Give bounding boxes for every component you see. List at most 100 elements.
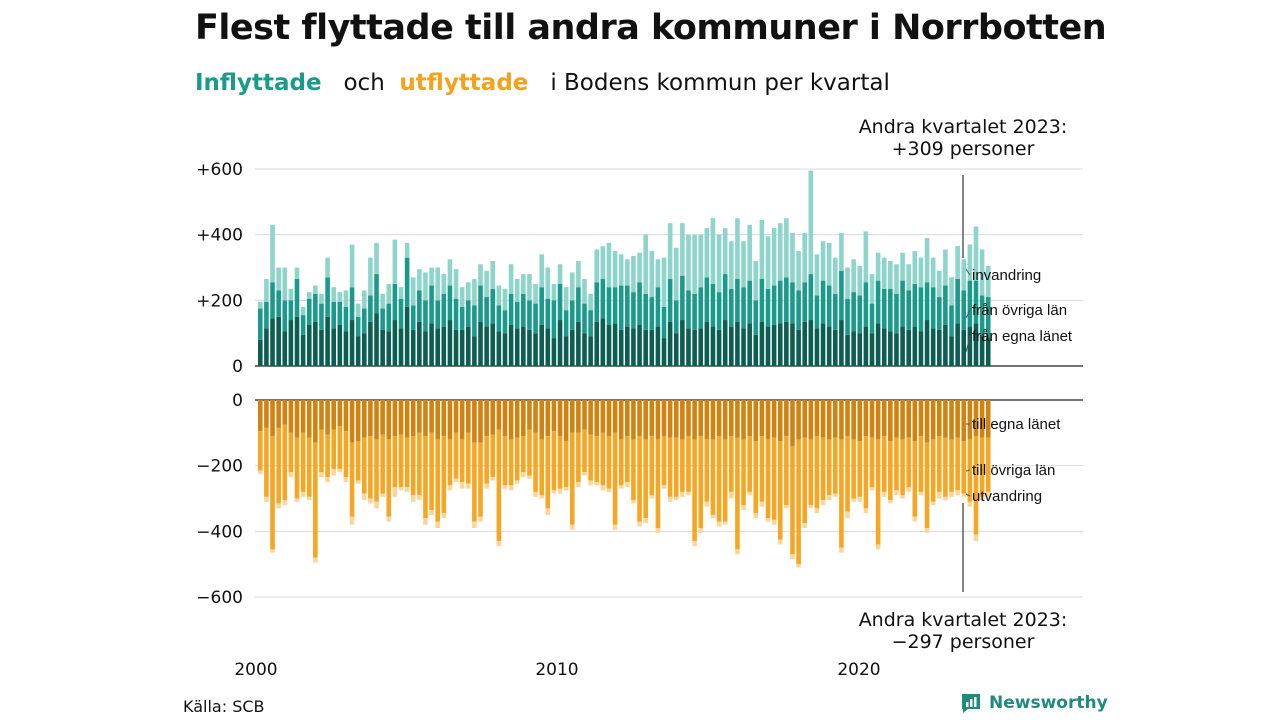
bar-out-1 [410, 400, 416, 437]
bar-in-2 [386, 303, 392, 332]
bar-out-2 [435, 439, 440, 522]
bar-out-3 [943, 496, 948, 501]
bar-in-3 [826, 242, 832, 286]
bar-out-1 [423, 400, 428, 437]
bar-in-2 [392, 283, 398, 321]
bar-out-3 [759, 501, 765, 507]
bar-out-2 [912, 441, 918, 517]
bar-in-2 [784, 277, 789, 322]
bar-out-3 [777, 539, 783, 545]
bar-out-2 [643, 439, 648, 519]
series-out-leader [965, 493, 971, 497]
bar-out-2 [869, 437, 875, 488]
bar-in-2 [521, 293, 526, 327]
bar-out-2 [698, 436, 704, 529]
bar-out-1 [417, 400, 422, 433]
bar-out-2 [949, 439, 954, 492]
bar-out-2 [459, 439, 465, 483]
bar-out-2 [306, 437, 312, 497]
bar-out-1 [380, 400, 385, 435]
bar-out-2 [673, 437, 679, 497]
bar-in-1 [514, 328, 520, 366]
bar-out-2 [741, 439, 746, 506]
bar-in-1 [643, 329, 648, 366]
bar-in-1 [545, 328, 551, 366]
bar-in-2 [582, 303, 587, 334]
bar-in-3 [337, 292, 343, 302]
bar-out-2 [631, 439, 636, 501]
bar-out-1 [949, 400, 954, 440]
bar-out-1 [368, 400, 373, 437]
bar-out-2 [557, 436, 563, 489]
bar-in-3 [777, 223, 783, 281]
bar-in-3 [508, 264, 514, 294]
bar-out-3 [747, 491, 752, 496]
bar-out-2 [967, 439, 973, 502]
bar-in-1 [973, 323, 979, 366]
bar-out-3 [784, 505, 789, 509]
bar-out-2 [618, 439, 624, 486]
bar-in-2 [631, 292, 636, 329]
bar-out-1 [576, 400, 581, 433]
bar-in-1 [576, 321, 581, 366]
bar-out-3 [753, 513, 759, 519]
bar-in-1 [667, 321, 673, 366]
bar-in-1 [631, 328, 636, 366]
annotation-bottom-line2: −297 personer [892, 631, 1035, 653]
bar-out-1 [894, 400, 899, 438]
bar-out-1 [753, 400, 759, 442]
bar-out-2 [331, 429, 337, 469]
bar-in-1 [325, 316, 330, 366]
bar-in-3 [716, 234, 722, 293]
bar-out-1 [429, 400, 434, 433]
bar-in-3 [282, 267, 288, 301]
bar-out-1 [465, 400, 471, 433]
bar-in-3 [582, 278, 587, 304]
series-out-leader [965, 469, 971, 472]
bar-out-1 [918, 400, 924, 437]
bar-in-2 [429, 285, 434, 324]
series-out-label: till egna länet [972, 416, 1061, 433]
bar-in-2 [258, 308, 263, 340]
bar-out-3 [973, 534, 979, 542]
bar-out-2 [722, 439, 728, 522]
ytick-bottom-label: 0 [232, 391, 243, 411]
bar-in-3 [306, 292, 312, 299]
bar-out-2 [429, 432, 434, 510]
bar-out-2 [374, 439, 379, 502]
bar-in-1 [869, 333, 875, 366]
ytick-top-label: +400 [196, 226, 243, 246]
bar-in-1 [386, 331, 392, 366]
bar-out-1 [325, 400, 330, 435]
bar-in-3 [661, 257, 667, 307]
bar-in-2 [943, 285, 948, 325]
xtick-label: 2010 [535, 660, 578, 680]
bar-in-2 [423, 300, 428, 332]
bar-in-2 [924, 282, 930, 321]
bar-in-3 [398, 287, 404, 299]
bar-in-1 [355, 336, 361, 366]
bar-out-3 [258, 470, 263, 474]
bar-out-3 [716, 521, 722, 527]
bar-out-3 [551, 490, 557, 494]
bar-in-2 [869, 303, 875, 334]
bar-out-2 [692, 439, 697, 542]
bar-out-2 [288, 432, 294, 473]
bar-out-2 [857, 441, 863, 497]
bar-in-2 [949, 305, 954, 337]
bar-in-3 [588, 293, 593, 311]
bar-out-3 [857, 496, 863, 502]
bar-out-2 [985, 437, 991, 492]
bar-in-1 [771, 324, 777, 366]
bar-out-3 [582, 472, 587, 476]
bar-in-2 [894, 293, 899, 334]
bar-out-3 [306, 496, 312, 501]
bar-out-1 [832, 400, 838, 438]
bar-out-1 [521, 400, 526, 437]
bar-in-2 [661, 306, 667, 339]
bar-out-1 [631, 400, 636, 440]
bar-in-3 [331, 287, 337, 302]
bar-in-3 [906, 264, 912, 291]
bar-out-2 [661, 436, 667, 486]
bar-in-2 [722, 274, 728, 321]
